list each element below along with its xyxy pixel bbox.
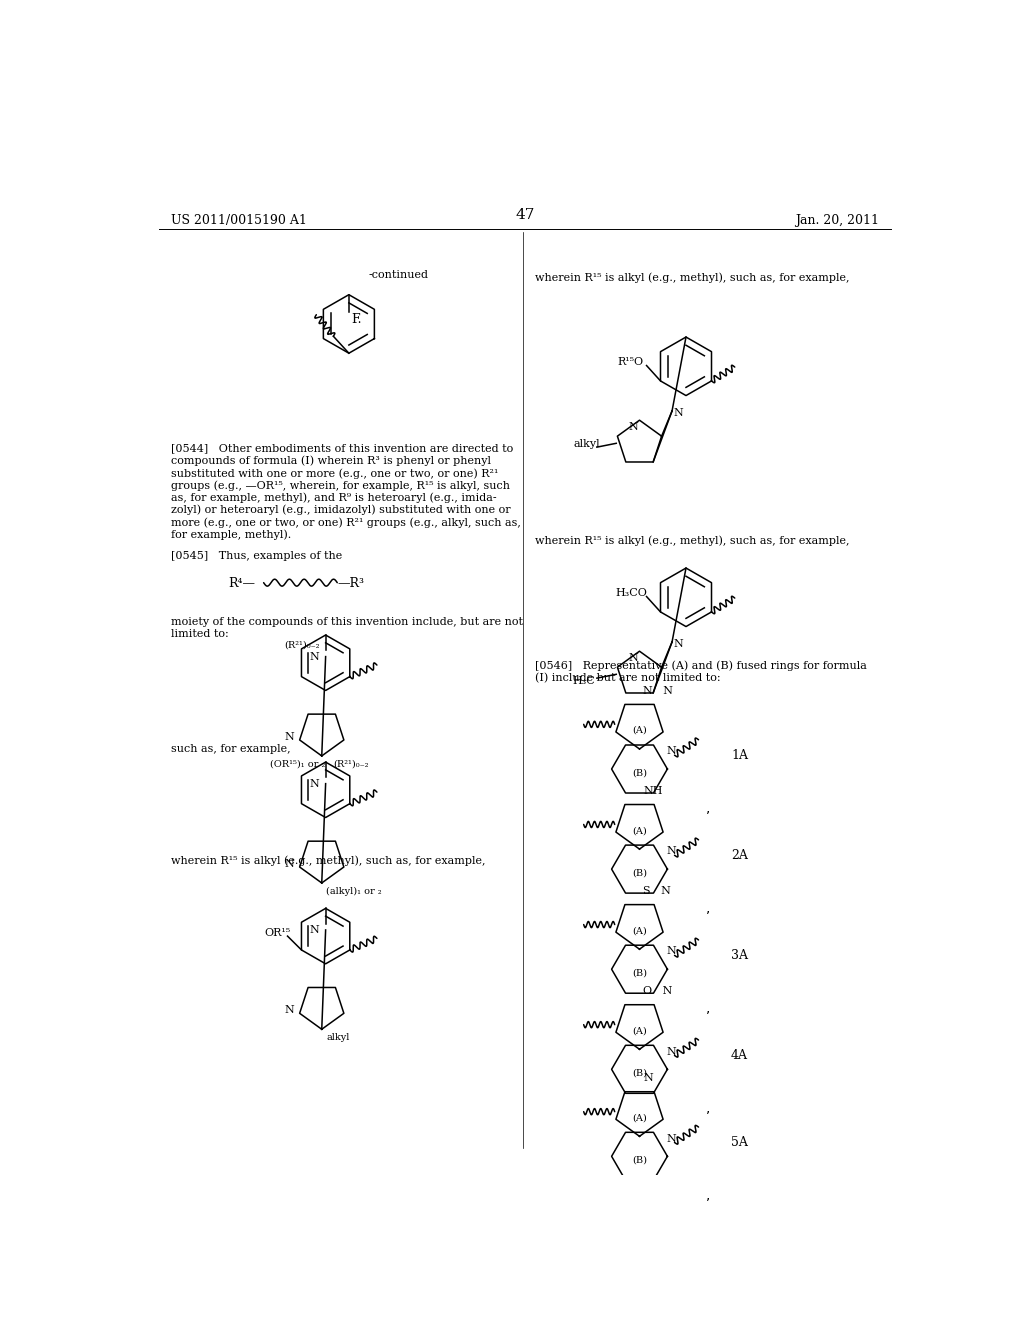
Text: (R²¹)₀₋₂: (R²¹)₀₋₂ (334, 760, 369, 768)
Text: ,: , (707, 800, 711, 814)
Text: N: N (674, 639, 683, 649)
Text: (A): (A) (632, 1027, 647, 1035)
Text: ,: , (707, 1001, 711, 1015)
Text: substituted with one or more (e.g., one or two, or one) R²¹: substituted with one or more (e.g., one … (171, 469, 498, 479)
Text: (alkyl)₁ or ₂: (alkyl)₁ or ₂ (327, 887, 382, 896)
Text: [0545]   Thus, examples of the: [0545] Thus, examples of the (171, 552, 342, 561)
Text: 1A: 1A (731, 748, 748, 762)
Text: H₃CO: H₃CO (615, 589, 647, 598)
Text: N: N (666, 1134, 676, 1143)
Text: OR¹⁵: OR¹⁵ (264, 928, 291, 939)
Text: S   N: S N (643, 886, 672, 896)
Text: 2A: 2A (731, 849, 748, 862)
Text: moiety of the compounds of this invention include, but are not: moiety of the compounds of this inventio… (171, 616, 522, 627)
Text: zolyl) or heteroaryl (e.g., imidazolyl) substituted with one or: zolyl) or heteroaryl (e.g., imidazolyl) … (171, 506, 510, 516)
Text: -continued: -continued (369, 271, 428, 280)
Text: H₃C: H₃C (572, 676, 596, 686)
Text: (B): (B) (632, 869, 647, 878)
Text: NH: NH (643, 785, 663, 796)
Text: such as, for example,: such as, for example, (171, 743, 290, 754)
Text: —R³: —R³ (337, 577, 365, 590)
Text: N: N (285, 731, 295, 742)
Text: (B): (B) (632, 1069, 647, 1077)
Text: (I) include but are not limited to:: (I) include but are not limited to: (535, 673, 721, 682)
Text: US 2011/0015190 A1: US 2011/0015190 A1 (171, 214, 306, 227)
Text: (R²¹)₀₋₂: (R²¹)₀₋₂ (284, 640, 319, 649)
Text: ,: , (707, 1188, 711, 1203)
Text: wherein R¹⁵ is alkyl (e.g., methyl), such as, for example,: wherein R¹⁵ is alkyl (e.g., methyl), suc… (535, 536, 849, 546)
Text: N: N (666, 746, 676, 756)
Text: limited to:: limited to: (171, 628, 228, 639)
Text: groups (e.g., —OR¹⁵, wherein, for example, R¹⁵ is alkyl, such: groups (e.g., —OR¹⁵, wherein, for exampl… (171, 480, 510, 491)
Text: 4A: 4A (731, 1049, 748, 1063)
Text: wherein R¹⁵ is alkyl (e.g., methyl), such as, for example,: wherein R¹⁵ is alkyl (e.g., methyl), suc… (171, 855, 485, 866)
Text: 47: 47 (515, 209, 535, 223)
Text: (A): (A) (632, 726, 647, 735)
Text: N: N (666, 946, 676, 957)
Text: ,: , (707, 1101, 711, 1115)
Text: N: N (628, 653, 638, 663)
Text: (B): (B) (632, 1156, 647, 1164)
Text: 5A: 5A (731, 1137, 748, 1148)
Text: for example, methyl).: for example, methyl). (171, 529, 291, 540)
Text: (A): (A) (632, 826, 647, 836)
Text: compounds of formula (I) wherein R³ is phenyl or phenyl: compounds of formula (I) wherein R³ is p… (171, 455, 490, 466)
Text: N   N: N N (643, 686, 674, 696)
Text: N: N (285, 1005, 295, 1015)
Text: (A): (A) (632, 1113, 647, 1122)
Text: F.: F. (351, 313, 361, 326)
Text: N: N (666, 846, 676, 857)
Text: (B): (B) (632, 969, 647, 978)
Text: R¹⁵O: R¹⁵O (617, 358, 643, 367)
Text: ,: , (707, 900, 711, 915)
Text: [0544]   Other embodiments of this invention are directed to: [0544] Other embodiments of this inventi… (171, 444, 513, 453)
Text: alkyl: alkyl (327, 1034, 350, 1041)
Text: Jan. 20, 2011: Jan. 20, 2011 (795, 214, 879, 227)
Text: (B): (B) (632, 768, 647, 777)
Text: N: N (309, 652, 319, 661)
Text: N: N (309, 779, 319, 789)
Text: 3A: 3A (731, 949, 748, 962)
Text: (OR¹⁵)₁ or ₂: (OR¹⁵)₁ or ₂ (270, 759, 325, 768)
Text: O   N: O N (643, 986, 673, 997)
Text: more (e.g., one or two, or one) R²¹ groups (e.g., alkyl, such as,: more (e.g., one or two, or one) R²¹ grou… (171, 517, 520, 528)
Text: N: N (666, 1047, 676, 1056)
Text: N: N (309, 925, 319, 936)
Text: R⁴—: R⁴— (228, 577, 256, 590)
Text: N: N (285, 859, 295, 869)
Text: as, for example, methyl), and R⁹ is heteroaryl (e.g., imida-: as, for example, methyl), and R⁹ is hete… (171, 492, 497, 503)
Text: N: N (628, 422, 638, 432)
Text: N: N (643, 1073, 653, 1084)
Text: alkyl: alkyl (573, 440, 600, 449)
Text: [0546]   Representative (A) and (B) fused rings for formula: [0546] Representative (A) and (B) fused … (535, 660, 866, 671)
Text: wherein R¹⁵ is alkyl (e.g., methyl), such as, for example,: wherein R¹⁵ is alkyl (e.g., methyl), suc… (535, 272, 849, 282)
Text: (A): (A) (632, 927, 647, 935)
Text: N: N (674, 408, 683, 418)
